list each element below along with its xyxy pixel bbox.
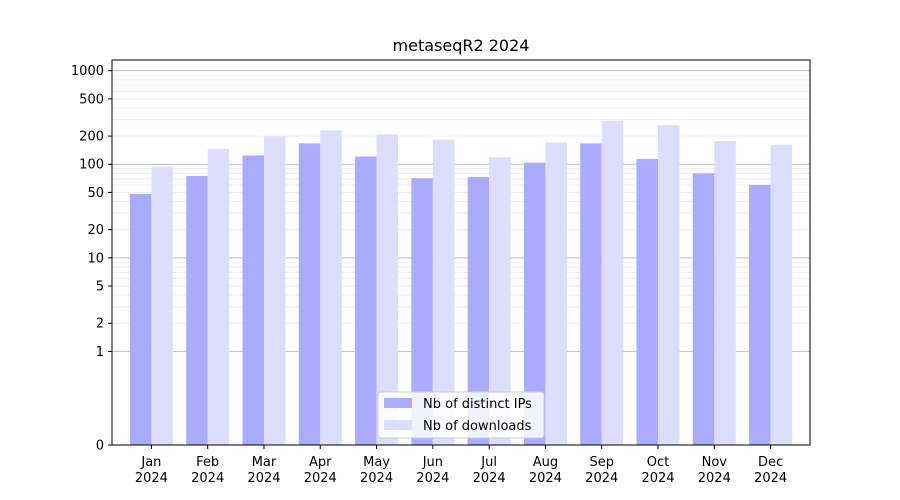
y-tick-label: 2 — [96, 317, 104, 332]
bar-distinct-ips — [129, 194, 152, 445]
x-tick-label-month: Mar — [252, 455, 277, 470]
x-tick-label-month: Nov — [702, 455, 728, 470]
x-axis: Jan2024Feb2024Mar2024Apr2024May2024Jun20… — [135, 445, 787, 486]
x-tick-label-year: 2024 — [304, 471, 337, 486]
y-tick-label: 50 — [87, 186, 104, 201]
y-tick-label: 0 — [96, 439, 104, 454]
bar-downloads — [545, 142, 567, 445]
x-tick-label-year: 2024 — [247, 471, 280, 486]
legend-swatch-distinct-ips — [384, 398, 412, 408]
x-tick-label-month: Dec — [758, 455, 783, 470]
bar-distinct-ips — [523, 162, 546, 445]
y-tick-label: 1 — [96, 345, 104, 360]
legend-box — [377, 391, 545, 439]
y-tick-label: 1000 — [71, 64, 104, 79]
x-tick-label-month: Jul — [480, 455, 497, 470]
chart-title: metaseqR2 2024 — [393, 36, 530, 55]
y-tick-label: 500 — [79, 92, 104, 107]
bar-downloads — [151, 167, 173, 446]
x-tick-label-year: 2024 — [754, 471, 787, 486]
legend-swatch-downloads — [384, 420, 412, 430]
y-tick-label: 5 — [96, 280, 104, 295]
bar-distinct-ips — [298, 143, 321, 446]
bar-downloads — [601, 120, 624, 446]
bar-downloads — [207, 148, 230, 445]
x-tick-label-year: 2024 — [191, 471, 224, 486]
legend: Nb of distinct IPs Nb of downloads — [377, 391, 545, 439]
x-tick-label-month: Sep — [589, 455, 614, 470]
legend-label-distinct-ips: Nb of distinct IPs — [423, 397, 532, 412]
x-tick-label-month: Feb — [196, 455, 219, 470]
x-tick-label-year: 2024 — [698, 471, 731, 486]
bar-distinct-ips — [186, 175, 208, 445]
bar-distinct-ips — [692, 173, 715, 445]
bar-distinct-ips — [467, 177, 490, 446]
x-tick-label-year: 2024 — [360, 471, 393, 486]
x-tick-label-year: 2024 — [135, 471, 168, 486]
bar-distinct-ips — [411, 178, 433, 445]
bar-downloads — [432, 139, 455, 445]
x-tick-label-month: Aug — [533, 455, 558, 470]
x-tick-label-year: 2024 — [416, 471, 449, 486]
y-tick-label: 20 — [87, 223, 104, 238]
bar-downloads — [489, 157, 511, 445]
plot-frame — [111, 59, 811, 446]
x-tick-label-year: 2024 — [641, 471, 674, 486]
y-tick-label: 100 — [79, 158, 104, 173]
bar-distinct-ips — [636, 158, 659, 446]
bar-distinct-ips — [355, 156, 377, 446]
bar-distinct-ips — [580, 143, 602, 446]
bar-downloads — [263, 136, 286, 446]
x-tick-label-month: Apr — [309, 455, 332, 470]
y-axis: 0 1 2 5 10 20 50 100 200 500 1000 — [71, 64, 112, 454]
bar-downloads — [320, 130, 342, 446]
bar-distinct-ips — [749, 185, 771, 445]
x-tick-label-month: Jun — [422, 455, 443, 470]
x-tick-label-year: 2024 — [585, 471, 618, 486]
y-tick-label: 200 — [79, 130, 104, 145]
bar-downloads — [658, 125, 680, 445]
bar-distinct-ips — [242, 155, 264, 445]
x-tick-label-year: 2024 — [473, 471, 506, 486]
bar-downloads — [376, 134, 399, 445]
bar-downloads — [714, 141, 736, 446]
bar-downloads — [770, 144, 793, 445]
legend-label-downloads: Nb of downloads — [423, 419, 532, 434]
x-tick-label-year: 2024 — [529, 471, 562, 486]
bars — [129, 120, 793, 446]
x-tick-label-month: May — [363, 455, 390, 470]
y-tick-label: 10 — [87, 251, 104, 266]
x-tick-label-month: Jan — [140, 455, 161, 470]
x-tick-label-month: Oct — [647, 455, 669, 470]
